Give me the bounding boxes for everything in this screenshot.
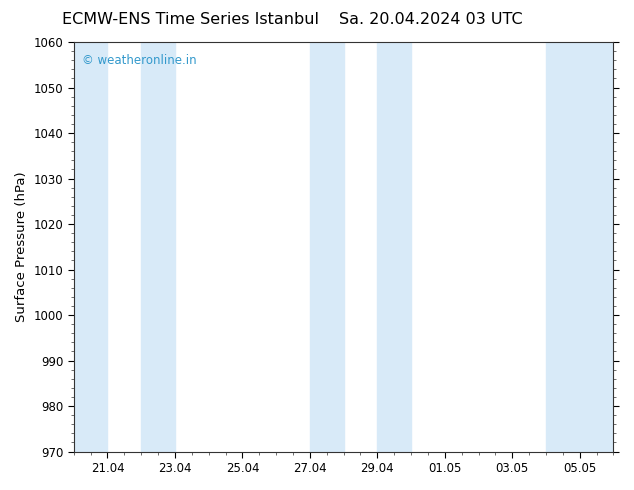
Bar bbox=[74, 42, 107, 452]
Bar bbox=[546, 42, 614, 452]
Y-axis label: Surface Pressure (hPa): Surface Pressure (hPa) bbox=[15, 172, 28, 322]
Text: © weatheronline.in: © weatheronline.in bbox=[82, 54, 197, 67]
Bar bbox=[377, 42, 411, 452]
Text: Sa. 20.04.2024 03 UTC: Sa. 20.04.2024 03 UTC bbox=[339, 12, 523, 27]
Text: ECMW-ENS Time Series Istanbul: ECMW-ENS Time Series Istanbul bbox=[61, 12, 319, 27]
Bar bbox=[141, 42, 175, 452]
Bar bbox=[310, 42, 344, 452]
